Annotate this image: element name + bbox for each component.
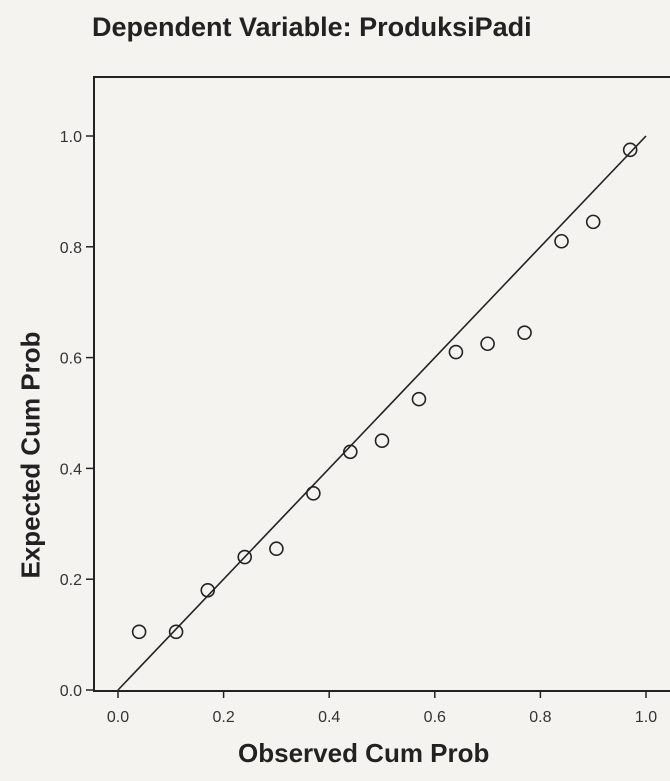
plot-frame [93,76,670,692]
data-point [131,624,147,640]
y-axis-label: Expected Cum Prob [15,331,46,579]
data-point [411,391,427,407]
y-tick-label: 0.8 [60,240,82,257]
data-point [517,325,532,340]
x-tick-label: 0.6 [424,709,446,726]
y-tick-label: 1.0 [60,129,82,146]
data-point [269,541,284,557]
reference-line [117,135,647,691]
data-point [480,336,495,352]
x-axis-label: Observed Cum Prob [238,738,490,768]
data-point [306,486,321,501]
y-tick-label: 0.0 [60,683,82,700]
chart-title: Dependent Variable: ProduksiPadi [92,12,532,42]
data-point [622,142,638,158]
data-point [200,582,216,598]
x-tick-label: 0.0 [107,709,129,726]
axes: 0.0 0.2 0.4 0.6 0.8 1.0 0.0 0.2 0.4 0.6 0.8 1.0 [60,129,657,726]
data-point [168,624,184,640]
data-points [131,142,638,640]
y-tick-label: 0.6 [60,351,82,368]
x-tick-label: 0.8 [529,709,551,726]
y-tick-label: 0.4 [60,461,82,478]
x-tick-label: 1.0 [635,709,657,726]
x-tick-label: 0.2 [212,709,234,726]
x-tick-label: 0.4 [318,709,340,726]
data-point [448,344,464,360]
data-point [585,214,601,230]
data-point [374,433,390,449]
data-point [554,233,569,249]
y-tick-label: 0.2 [60,572,82,589]
data-point [343,444,358,460]
data-point [237,549,253,565]
